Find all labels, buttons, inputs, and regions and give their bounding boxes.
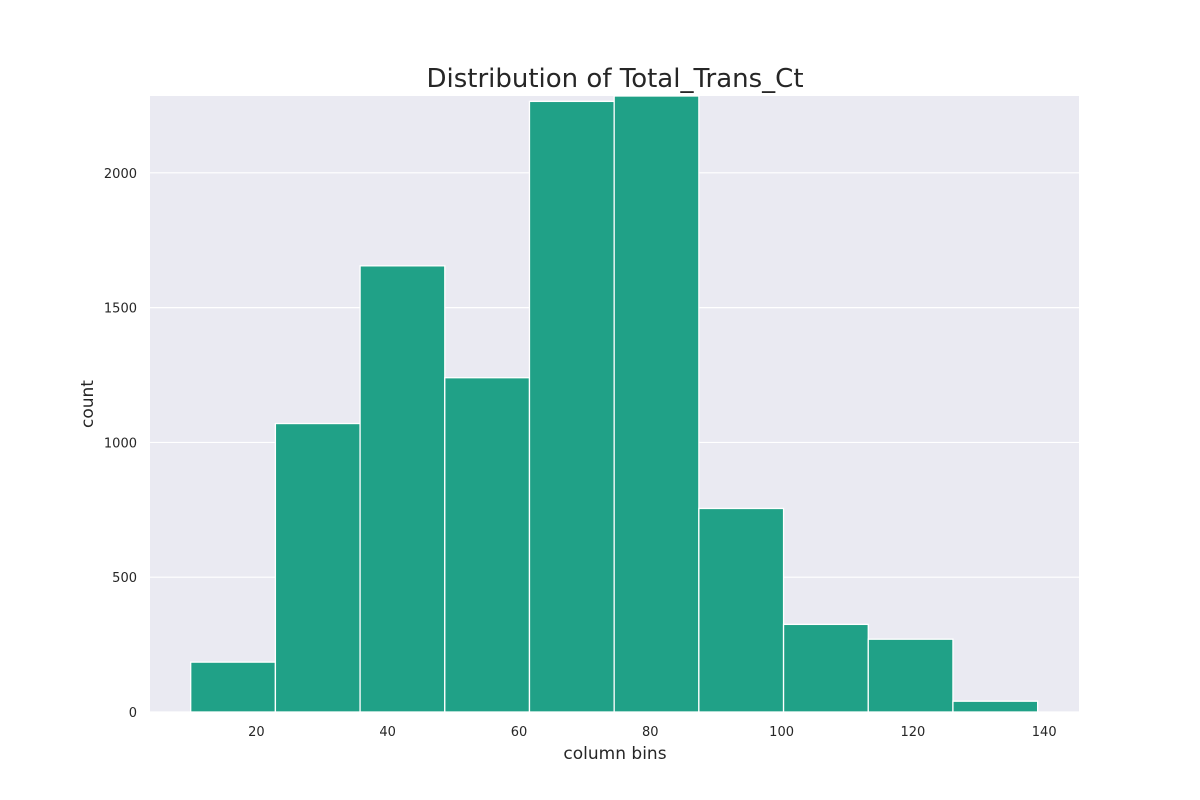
y-tick-label-2000: 2000: [104, 167, 137, 182]
histogram-bar-8: [782, 623, 869, 713]
y-tick-labels: 0 500 1000 1500 2000: [104, 167, 137, 721]
y-tick-label-500: 500: [112, 571, 137, 586]
x-tick-labels: 20 40 60 80 100 120 140: [248, 725, 1057, 740]
x-tick-label-40: 40: [379, 725, 396, 740]
histogram-bar-5: [528, 100, 615, 713]
x-tick-label-140: 140: [1032, 725, 1057, 740]
histogram-bar-10: [952, 700, 1039, 713]
x-axis-label: column bins: [563, 744, 666, 764]
y-axis-label: count: [78, 380, 98, 428]
x-tick-label-80: 80: [642, 725, 659, 740]
y-tick-label-1000: 1000: [104, 436, 137, 451]
histogram-bar-1: [190, 661, 277, 713]
x-tick-label-60: 60: [511, 725, 528, 740]
chart-title: Distribution of Total_Trans_Ct: [426, 64, 803, 94]
histogram-bar-4: [444, 377, 531, 713]
x-tick-label-120: 120: [900, 725, 925, 740]
histogram-bar-6: [613, 95, 700, 713]
histogram-bars: [190, 95, 1039, 713]
x-tick-label-20: 20: [248, 725, 265, 740]
y-tick-label-0: 0: [129, 706, 137, 721]
histogram-bar-3: [359, 265, 446, 713]
histogram-bar-7: [698, 507, 785, 713]
histogram-bar-2: [274, 422, 361, 713]
y-tick-label-1500: 1500: [104, 302, 137, 317]
histogram-bar-9: [867, 638, 954, 713]
x-tick-label-100: 100: [769, 725, 794, 740]
